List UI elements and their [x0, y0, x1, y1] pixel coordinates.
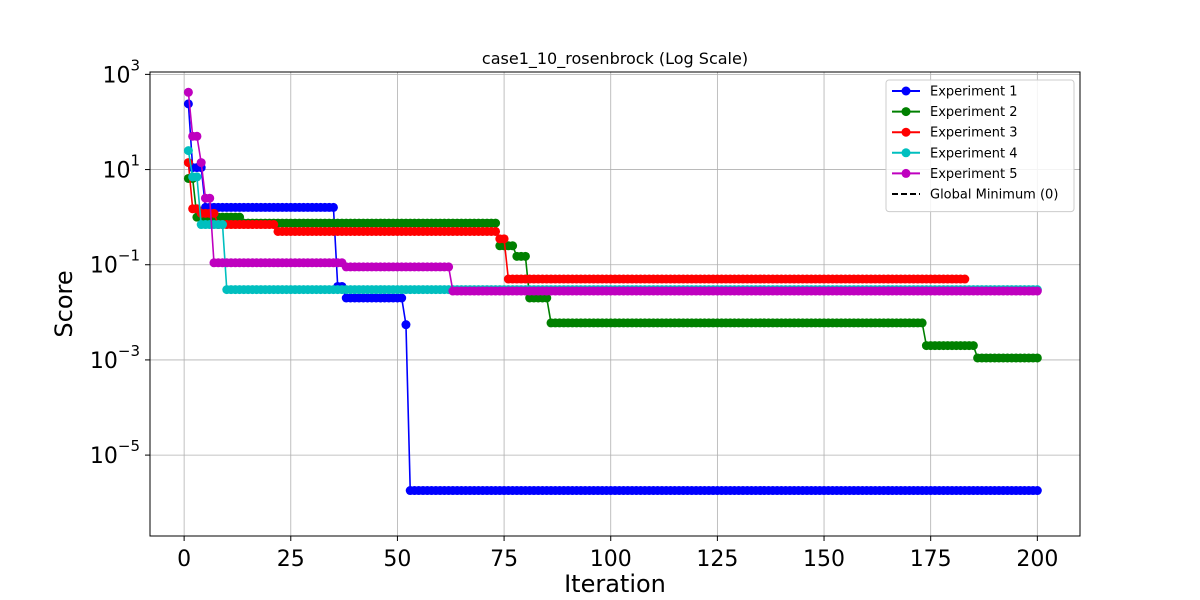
axes: 0 25 50 75 100 125 150 175 200 103 101 10−1 10−3 10−5 — [90, 56, 1058, 572]
data-point — [1032, 286, 1042, 296]
legend-label: Experiment 4 — [930, 146, 1018, 161]
x-tick-label: 175 — [910, 547, 952, 572]
data-point — [1032, 353, 1042, 363]
plot-frame — [149, 71, 1081, 537]
data-point — [917, 318, 927, 328]
series-experiment-1 — [183, 99, 1042, 496]
data-point — [508, 241, 518, 251]
data-point — [196, 158, 206, 168]
legend-label: Experiment 3 — [930, 126, 1018, 141]
legend-marker — [901, 168, 911, 178]
data-point — [491, 226, 501, 236]
y-tick-label: 10−1 — [90, 247, 140, 279]
legend-marker — [901, 148, 911, 158]
x-axis-label: Iteration — [564, 570, 666, 598]
data-point — [209, 208, 219, 218]
y-tick-label: 10−5 — [90, 437, 140, 469]
x-tick-label: 150 — [803, 547, 845, 572]
data-point — [520, 251, 530, 261]
legend-marker — [901, 127, 911, 137]
data-point — [183, 87, 193, 97]
data-point — [269, 220, 279, 230]
legend-marker — [901, 107, 911, 117]
chart-title: case1_10_rosenbrock (Log Scale) — [482, 49, 748, 69]
series-layer — [183, 87, 1042, 496]
data-point — [397, 293, 407, 303]
series-experiment-5 — [183, 87, 1042, 296]
legend: Experiment 1 Experiment 2 Experiment 3 Expe… — [885, 79, 1075, 213]
data-point — [192, 172, 202, 182]
data-point — [401, 320, 411, 330]
x-tick-label: 0 — [177, 547, 191, 572]
legend-item: Experiment 2 — [892, 105, 1018, 120]
data-point — [183, 146, 193, 156]
x-tick-label: 125 — [696, 547, 738, 572]
legend-label: Global Minimum (0) — [930, 188, 1058, 203]
x-tick-label: 100 — [590, 547, 632, 572]
y-tick-label: 10−3 — [90, 342, 140, 374]
y-axis-label: Score — [50, 270, 78, 337]
y-tick-label: 101 — [102, 152, 140, 184]
legend-item: Experiment 5 — [892, 167, 1018, 182]
legend-label: Experiment 5 — [930, 167, 1018, 182]
data-point — [218, 220, 228, 230]
data-point — [542, 293, 552, 303]
data-point — [328, 202, 338, 212]
data-point — [192, 131, 202, 141]
x-tick-label: 25 — [277, 547, 305, 572]
legend-item: Experiment 4 — [892, 146, 1018, 161]
data-point — [960, 274, 970, 284]
series-experiment-3 — [183, 158, 970, 284]
data-point — [499, 234, 509, 244]
y-tick-label: 103 — [102, 56, 140, 88]
data-point — [491, 218, 501, 228]
legend-box — [885, 79, 1075, 213]
data-point — [205, 193, 215, 203]
x-tick-label: 50 — [383, 547, 411, 572]
x-tick-label: 75 — [490, 547, 518, 572]
legend-item-global-minimum: Global Minimum (0) — [892, 188, 1058, 203]
legend-label: Experiment 1 — [930, 85, 1018, 100]
legend-label: Experiment 2 — [930, 105, 1018, 120]
data-point — [183, 99, 193, 109]
legend-marker — [901, 86, 911, 96]
x-tick-label: 200 — [1016, 547, 1058, 572]
legend-item: Experiment 3 — [892, 126, 1018, 141]
legend-item: Experiment 1 — [892, 85, 1018, 100]
data-point — [1032, 486, 1042, 496]
data-point — [968, 341, 978, 351]
data-point — [444, 262, 454, 272]
